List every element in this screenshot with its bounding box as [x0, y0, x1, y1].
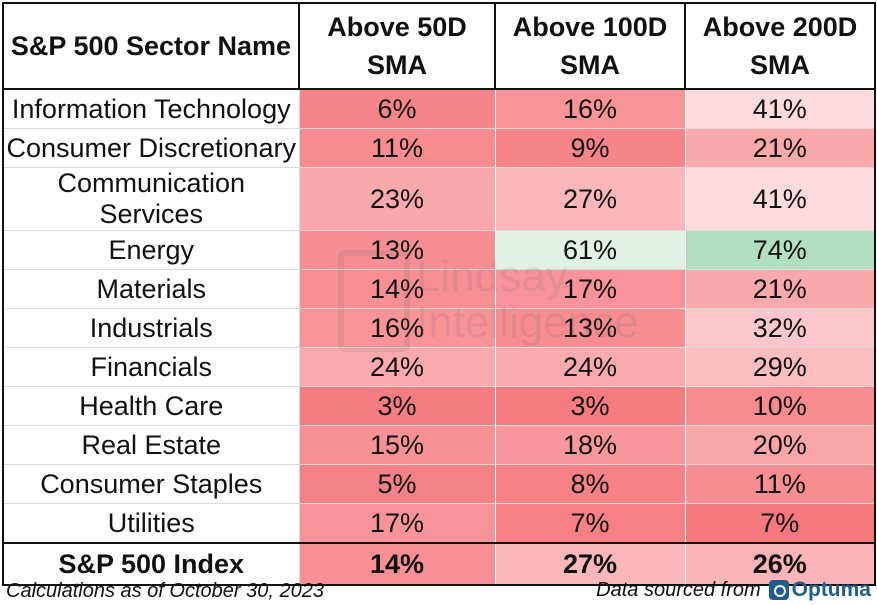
sector-name-cell: Communication Services	[2, 167, 300, 231]
above-50d-cell: 14%	[299, 542, 496, 586]
table-row: Industrials 16% 13% 32%	[2, 308, 876, 348]
above-50d-cell: 13%	[299, 230, 496, 270]
sector-name-cell: S&P 500 Index	[2, 542, 300, 586]
above-200d-cell: 10%	[685, 386, 876, 426]
sector-name-cell: Health Care	[2, 386, 300, 426]
table-row: Information Technology 6% 16% 41%	[2, 89, 876, 129]
above-50d-cell: 5%	[299, 464, 496, 504]
above-100d-cell: 8%	[495, 464, 686, 504]
sector-name-cell: Energy	[2, 230, 300, 270]
above-100d-cell: 61%	[495, 230, 686, 270]
above-200d-cell: 7%	[685, 503, 876, 544]
footer: Calculations as of October 30, 2023 Data…	[0, 576, 877, 605]
above-200d-cell: 20%	[685, 425, 876, 465]
table-row: Consumer Discretionary 11% 9% 21%	[2, 128, 876, 168]
optuma-logo-text: Optuma	[791, 578, 871, 601]
data-source-label: Data sourced from	[596, 578, 761, 601]
table-row: Financials 24% 24% 29%	[2, 347, 876, 387]
table-row: Health Care 3% 3% 10%	[2, 386, 876, 426]
above-200d-cell: 74%	[685, 230, 876, 270]
above-100d-cell: 16%	[495, 89, 686, 129]
header-above-50d-sma: Above 50D SMA	[298, 2, 496, 90]
data-source-note: Data sourced from Optuma	[596, 578, 871, 602]
above-100d-cell: 24%	[495, 347, 686, 387]
header-above-200d-sma: Above 200D SMA	[684, 2, 876, 90]
table-row: Communication Services 23% 27% 41%	[2, 167, 876, 231]
sector-sma-table: S&P 500 Sector Name Above 50D SMA Above 1…	[2, 2, 876, 586]
sector-name-cell: Consumer Staples	[2, 464, 300, 504]
above-50d-cell: 15%	[299, 425, 496, 465]
table-row: Energy 13% 61% 74%	[2, 230, 876, 270]
sector-name-cell: Utilities	[2, 503, 300, 544]
above-100d-cell: 27%	[495, 167, 686, 231]
above-100d-cell: 3%	[495, 386, 686, 426]
header-above-100d-sma: Above 100D SMA	[494, 2, 686, 90]
table-row: Materials 14% 17% 21%	[2, 269, 876, 309]
above-50d-cell: 16%	[299, 308, 496, 348]
above-50d-cell: 14%	[299, 269, 496, 309]
sector-name-cell: Industrials	[2, 308, 300, 348]
sector-name-cell: Materials	[2, 269, 300, 309]
sector-name-cell: Information Technology	[2, 89, 300, 129]
sector-name-cell: Financials	[2, 347, 300, 387]
table-row: Real Estate 15% 18% 20%	[2, 425, 876, 465]
above-100d-cell: 13%	[495, 308, 686, 348]
table-body: Information Technology 6% 16% 41% Consumer D…	[2, 89, 876, 586]
above-200d-cell: 32%	[685, 308, 876, 348]
above-100d-cell: 18%	[495, 425, 686, 465]
above-50d-cell: 11%	[299, 128, 496, 168]
above-100d-cell: 7%	[495, 503, 686, 544]
above-100d-cell: 9%	[495, 128, 686, 168]
above-200d-cell: 29%	[685, 347, 876, 387]
table-row: Utilities 17% 7% 7%	[2, 503, 876, 544]
above-200d-cell: 21%	[685, 269, 876, 309]
above-200d-cell: 41%	[685, 89, 876, 129]
above-200d-cell: 21%	[685, 128, 876, 168]
above-50d-cell: 24%	[299, 347, 496, 387]
header-row: S&P 500 Sector Name Above 50D SMA Above 1…	[2, 2, 876, 90]
table-row: Consumer Staples 5% 8% 11%	[2, 464, 876, 504]
above-100d-cell: 17%	[495, 269, 686, 309]
sector-name-cell: Real Estate	[2, 425, 300, 465]
optuma-logo-icon	[768, 580, 789, 600]
index-total-row: S&P 500 Index 14% 27% 26%	[2, 542, 876, 586]
sector-name-cell: Consumer Discretionary	[2, 128, 300, 168]
above-50d-cell: 17%	[299, 503, 496, 544]
sector-sma-table-container: S&P 500 Sector Name Above 50D SMA Above 1…	[2, 2, 876, 586]
above-50d-cell: 6%	[299, 89, 496, 129]
above-200d-cell: 11%	[685, 464, 876, 504]
above-50d-cell: 23%	[299, 167, 496, 231]
above-200d-cell: 41%	[685, 167, 876, 231]
above-100d-cell: 27%	[495, 542, 686, 586]
optuma-logo: Optuma	[768, 578, 871, 602]
header-sector-name: S&P 500 Sector Name	[2, 2, 300, 90]
calculation-date-note: Calculations as of October 30, 2023	[6, 580, 324, 602]
above-50d-cell: 3%	[299, 386, 496, 426]
above-200d-cell: 26%	[685, 542, 876, 586]
